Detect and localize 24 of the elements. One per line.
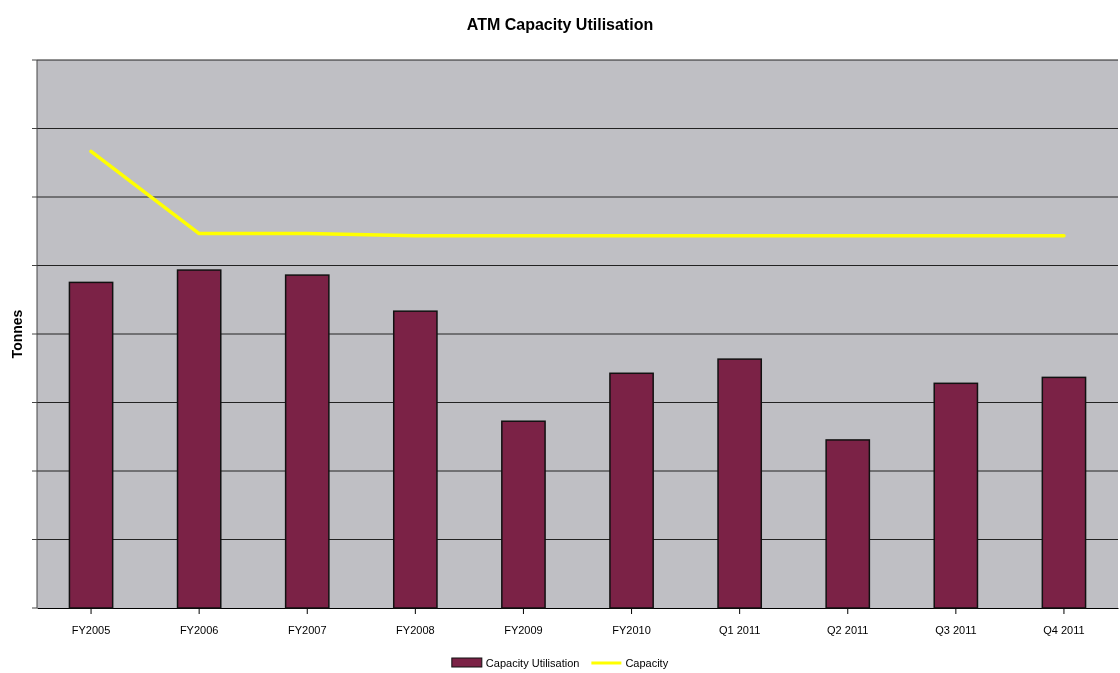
- legend-label: Capacity: [625, 657, 669, 669]
- x-tick-label: FY2010: [612, 623, 651, 636]
- x-tick-label: Q3 2011: [935, 623, 977, 636]
- x-tick-label: FY2008: [396, 623, 435, 636]
- x-tick-label: Q1 2011: [718, 623, 761, 636]
- x-tick-label: FY2006: [179, 623, 219, 636]
- bar: [717, 358, 763, 609]
- bar: [825, 439, 871, 609]
- x-tick-label: Q4 2011: [1043, 623, 1085, 636]
- bar: [68, 281, 114, 609]
- chart-title: ATM Capacity Utilisation: [466, 16, 654, 33]
- x-tick-label: FY2005: [71, 623, 111, 636]
- bar: [176, 269, 222, 609]
- x-tick-label: FY2009: [504, 623, 543, 636]
- x-tick-label: Q2 2011: [827, 623, 869, 636]
- legend-label: Capacity Utilisation: [485, 657, 580, 669]
- bar: [392, 310, 438, 609]
- bar: [609, 372, 654, 609]
- x-tick-label: FY2007: [287, 623, 327, 636]
- bar: [501, 420, 546, 609]
- bar: [933, 382, 979, 609]
- y-axis-title: Tonnes: [9, 309, 25, 359]
- bar: [1041, 376, 1087, 609]
- bar: [284, 274, 330, 609]
